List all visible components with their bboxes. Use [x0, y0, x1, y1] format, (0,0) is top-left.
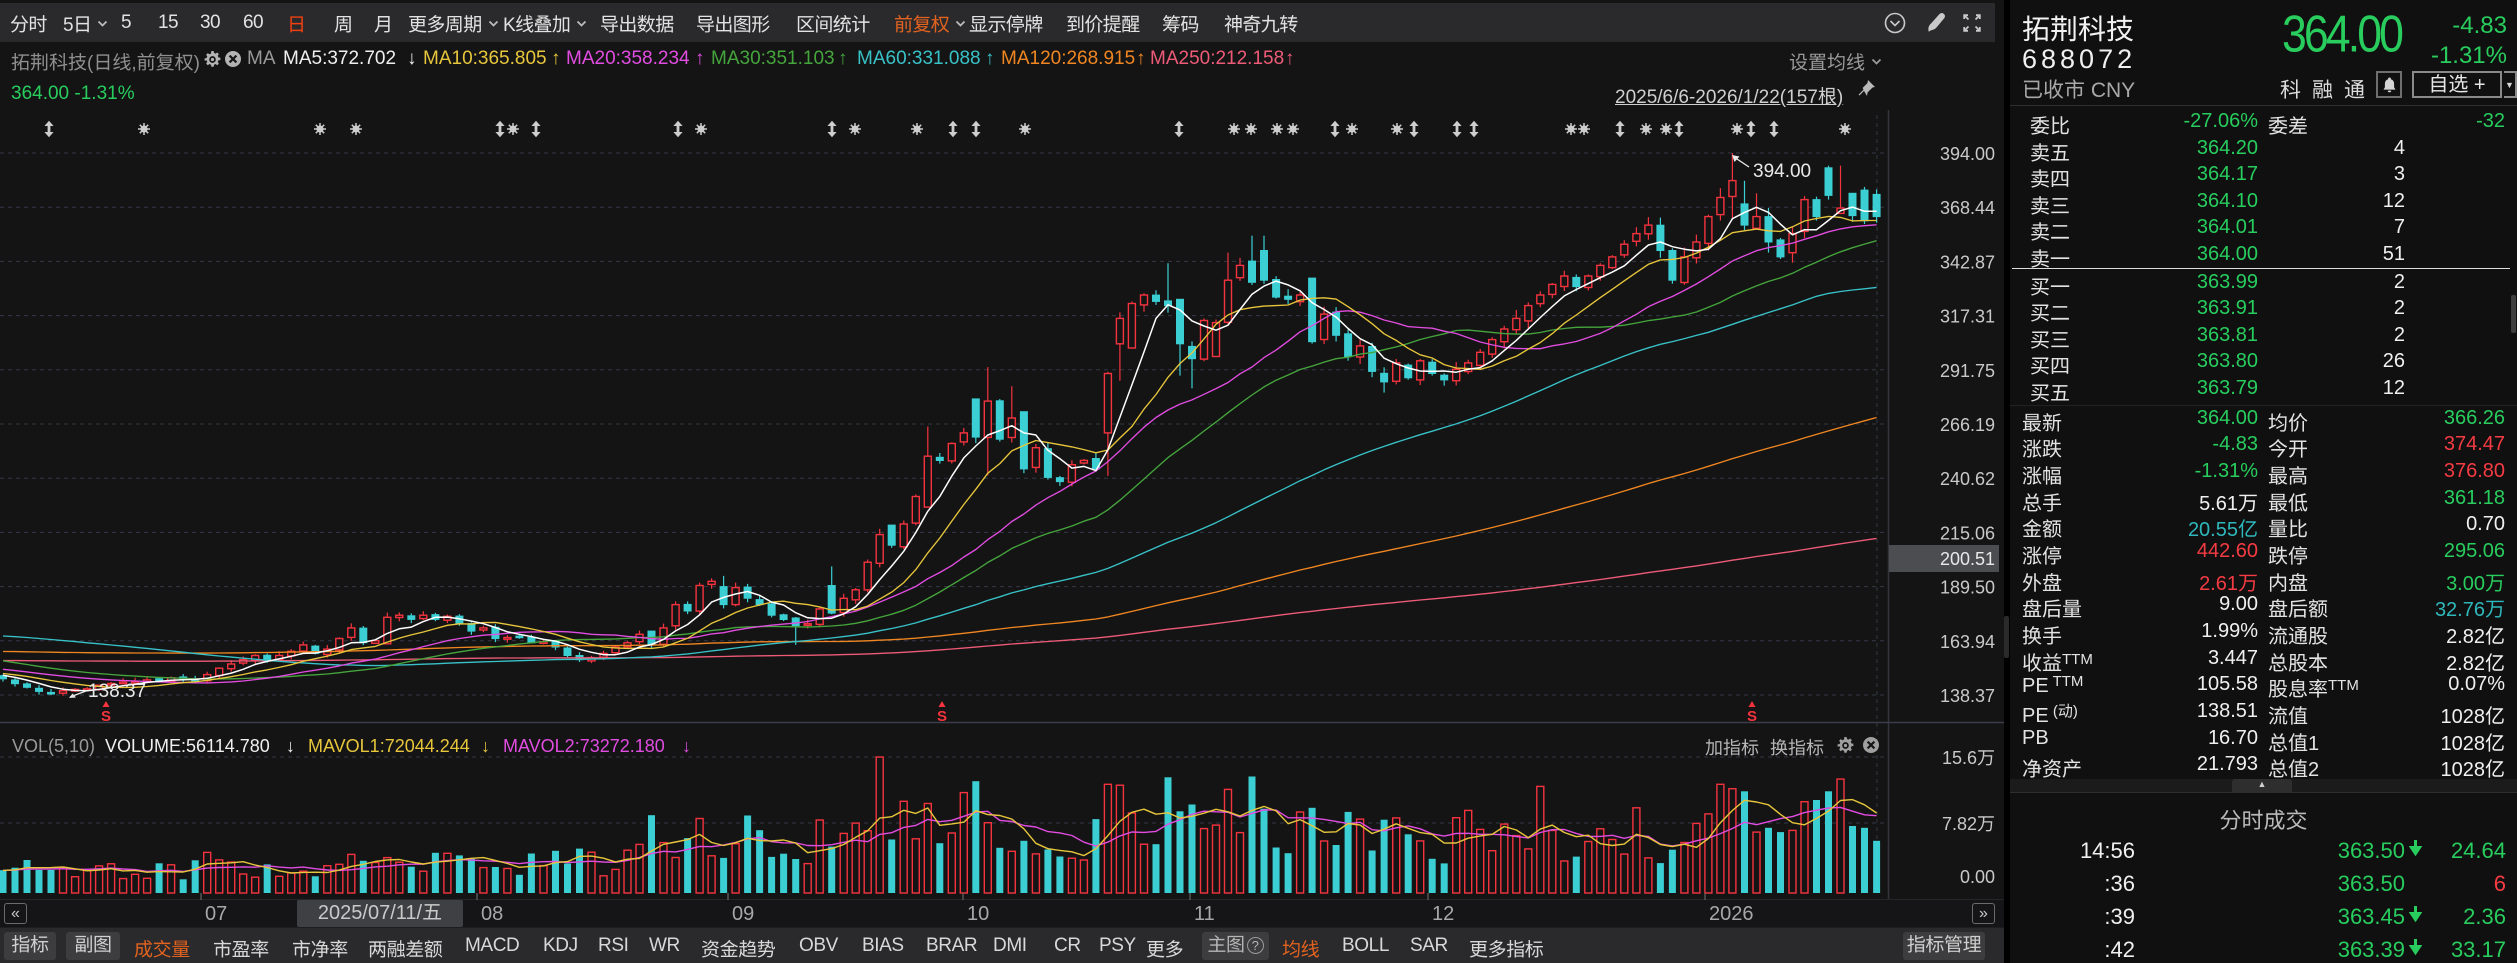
svg-text:368.44: 368.44 [1940, 198, 1995, 218]
svg-text:15.6万: 15.6万 [1942, 748, 1995, 768]
svg-text:S: S [1747, 708, 1757, 725]
svg-text:138.37: 138.37 [88, 681, 146, 702]
svg-text:189.50: 189.50 [1940, 578, 1995, 598]
svg-text:7.82万: 7.82万 [1942, 814, 1995, 834]
svg-text:163.94: 163.94 [1940, 632, 1995, 652]
svg-text:394.00: 394.00 [1753, 161, 1811, 182]
svg-text:S: S [101, 708, 111, 725]
svg-text:342.87: 342.87 [1940, 252, 1995, 272]
svg-text:317.31: 317.31 [1940, 307, 1995, 327]
svg-text:240.62: 240.62 [1940, 469, 1995, 489]
svg-text:0.00: 0.00 [1960, 867, 1995, 887]
svg-text:291.75: 291.75 [1940, 361, 1995, 381]
svg-text:138.37: 138.37 [1940, 686, 1995, 706]
svg-text:215.06: 215.06 [1940, 523, 1995, 543]
svg-text:266.19: 266.19 [1940, 415, 1995, 435]
svg-text:394.00: 394.00 [1940, 144, 1995, 164]
svg-text:S: S [937, 708, 947, 725]
svg-text:200.51: 200.51 [1940, 549, 1995, 569]
